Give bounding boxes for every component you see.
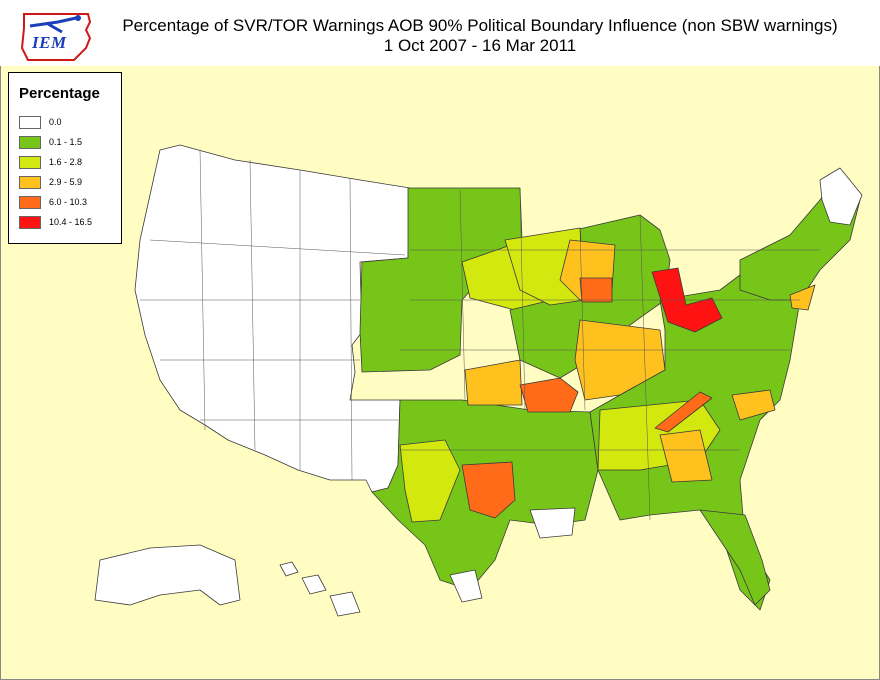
region-ks-yellow: [464, 359, 523, 406]
legend-swatch: [19, 176, 41, 189]
region-tx-light: [399, 439, 461, 523]
region-maine: [819, 167, 863, 226]
legend-swatch: [19, 216, 41, 229]
map-title-line1: Percentage of SVR/TOR Warnings AOB 90% P…: [122, 16, 838, 35]
legend-label: 0.0: [49, 117, 62, 127]
header-bar: IEM Percentage of SVR/TOR Warnings AOB 9…: [0, 0, 880, 66]
legend-title: Percentage: [19, 85, 100, 102]
map-title-line2: 1 Oct 2007 - 16 Mar 2011: [383, 36, 577, 55]
region-alaska: [94, 544, 241, 606]
region-mn-light: [504, 227, 586, 306]
legend: Percentage 0.0 0.1 - 1.5 1.6 - 2.8 2.9 -…: [8, 72, 122, 244]
map-title: Percentage of SVR/TOR Warnings AOB 90% P…: [100, 16, 860, 56]
legend-swatch: [19, 116, 41, 129]
region-ga-yellow: [659, 429, 713, 483]
region-stx-white: [449, 569, 483, 603]
region-tn-hot: [654, 391, 713, 433]
region-tx-hot: [461, 461, 516, 519]
legend-label: 10.4 - 16.5: [49, 217, 93, 227]
region-central: [359, 187, 523, 373]
legend-swatch: [19, 136, 41, 149]
region-oh-red: [651, 267, 723, 333]
legend-label: 6.0 - 10.3: [49, 197, 88, 207]
iem-logo: [20, 13, 92, 61]
legend-swatch: [19, 196, 41, 209]
region-nj-yellow: [789, 284, 816, 311]
legend-label: 0.1 - 1.5: [49, 137, 83, 147]
legend-label: 2.9 - 5.9: [49, 177, 83, 187]
region-mo-hot: [519, 377, 579, 413]
legend-swatch: [19, 156, 41, 169]
region-florida: [699, 509, 771, 606]
legend-label: 1.6 - 2.8: [49, 157, 83, 167]
county-boundaries: [140, 149, 820, 521]
region-il-hot: [579, 277, 613, 303]
region-la-white: [529, 507, 576, 539]
iem-logo-text: IEM: [32, 33, 67, 52]
region-nc-yellow: [731, 389, 776, 421]
region-hawaii: [279, 561, 361, 617]
